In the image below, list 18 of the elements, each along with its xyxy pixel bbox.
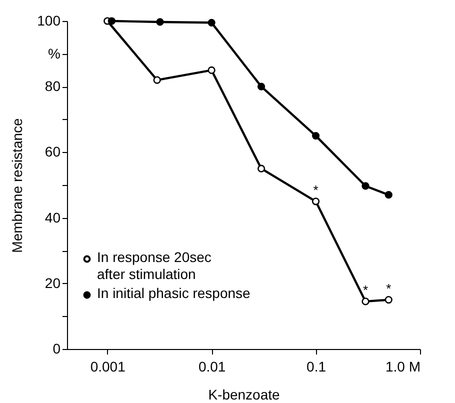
x-tick-label: 0.01: [198, 358, 226, 374]
y-tick-label: 60: [44, 144, 61, 160]
y-tick-label: 40: [44, 209, 61, 226]
y-tick-label: 80: [44, 78, 61, 94]
annotation: *: [362, 282, 368, 298]
x-axis-title: K-benzoate: [208, 386, 280, 402]
legend-label: In response 20sec after stimulation: [97, 249, 212, 282]
y-tick-label: %: [48, 45, 60, 62]
legend-label: In initial phasic response: [97, 285, 251, 301]
x-tick-label: 0.001: [90, 358, 126, 374]
annotation: *: [386, 280, 392, 296]
x-tick-label: 0.1: [306, 358, 326, 374]
annotation: *: [313, 182, 318, 198]
y-tick-label: 20: [44, 274, 61, 291]
x-tick-label: 1.0 M: [385, 358, 420, 374]
y-axis-title: Membrane resistance: [9, 118, 26, 253]
y-tick-label: 100: [37, 12, 61, 28]
y-tick-label: 0: [52, 340, 61, 356]
